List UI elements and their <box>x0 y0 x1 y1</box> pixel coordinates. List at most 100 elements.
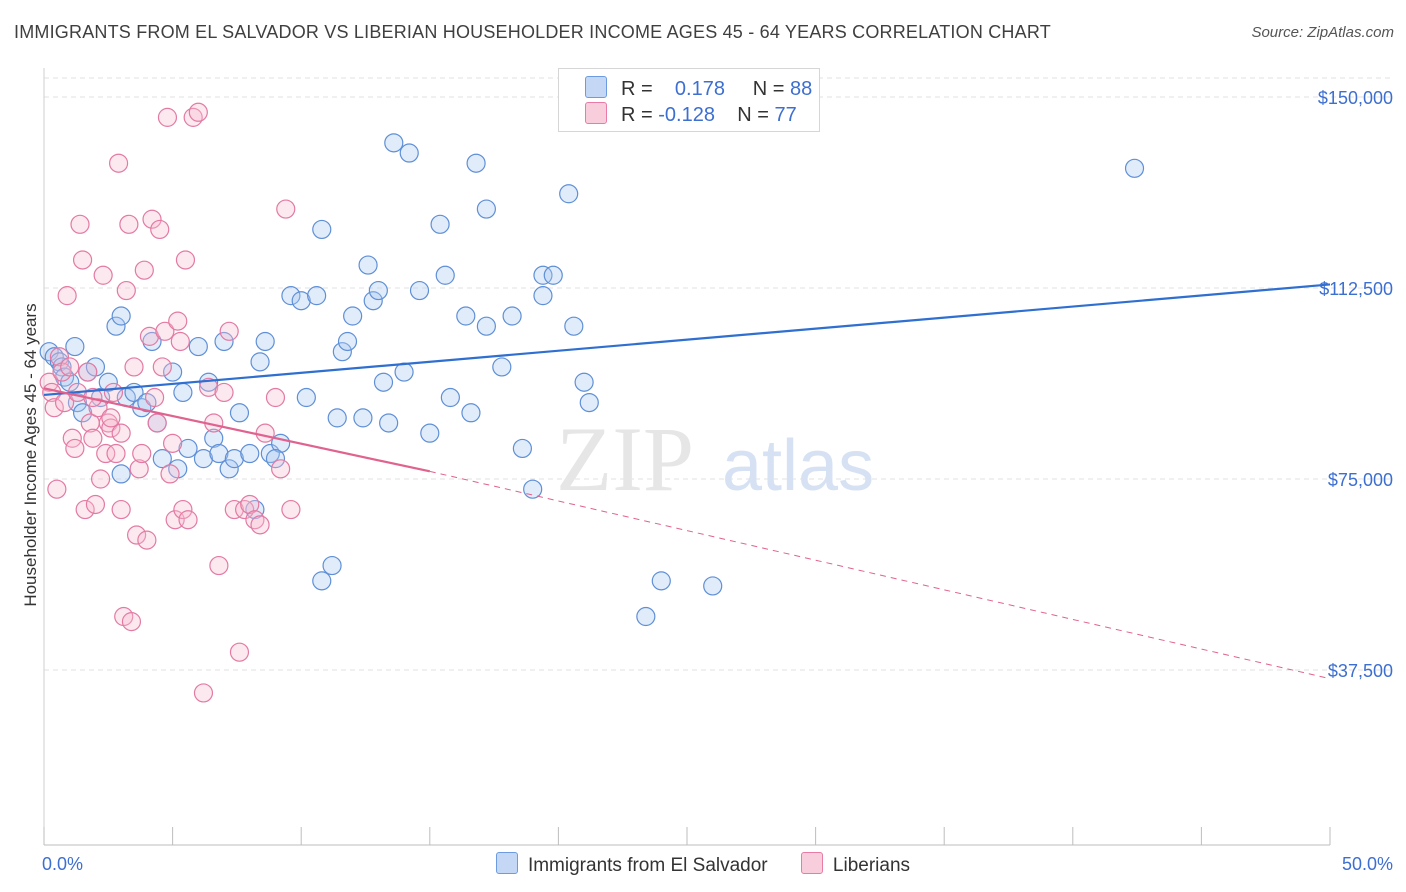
el-salvador-point-31 <box>209 443 229 464</box>
liberians-point-41 <box>144 387 165 408</box>
liberians-point-26 <box>106 443 126 464</box>
liberians-point-22 <box>96 443 116 464</box>
el-salvador-point-57 <box>368 280 388 301</box>
liberians-point-69 <box>255 423 275 443</box>
liberians-point-19 <box>88 398 108 418</box>
liberians-point-33 <box>124 357 144 377</box>
liberians-point-25 <box>103 382 124 403</box>
pink-swatch-icon <box>585 102 607 124</box>
el-salvador-point-71 <box>476 316 496 336</box>
x-tick-label-0: 0.0% <box>42 854 83 874</box>
el-salvador-point-39 <box>255 331 275 352</box>
el-salvador-point-73 <box>492 357 512 377</box>
el-salvador-point-42 <box>265 449 286 469</box>
liberians-point-63 <box>224 499 244 520</box>
liberians-point-28 <box>111 499 131 520</box>
liberians-point-73 <box>281 499 301 520</box>
liberians-point-67 <box>245 510 265 530</box>
el-salvador-point-6 <box>65 336 85 357</box>
trend-line-1 <box>43 387 431 473</box>
liberians-point-53 <box>175 250 196 270</box>
liberians-point-72 <box>276 199 296 219</box>
liberians-point-15 <box>78 362 98 382</box>
liberians-point-76 <box>111 423 131 443</box>
el-salvador-point-27 <box>188 336 208 357</box>
el-salvador-point-83 <box>579 393 599 413</box>
liberians-point-57 <box>193 683 214 703</box>
trend-lines <box>43 283 1331 680</box>
el-salvador-point-81 <box>564 316 584 336</box>
el-salvador-point-64 <box>420 423 440 443</box>
liberians-point-39 <box>139 326 160 346</box>
el-salvador-point-34 <box>224 449 244 469</box>
y-tick-label-2: $75,000 <box>1328 470 1393 490</box>
liberians-point-13 <box>72 250 93 270</box>
el-salvador-point-26 <box>178 438 198 459</box>
el-salvador-point-79 <box>543 265 563 285</box>
y-tick-label-3: $37,500 <box>1328 661 1393 681</box>
watermark: ZIP atlas <box>556 408 874 510</box>
liberians-point-45 <box>155 321 175 341</box>
el-salvador-point-61 <box>394 362 414 382</box>
liberians-point-71 <box>271 459 291 479</box>
liberians-point-32 <box>121 612 142 632</box>
el-salvador-point-66 <box>435 265 455 285</box>
liberians-point-64 <box>229 642 250 662</box>
el-salvador-point-58 <box>373 372 394 392</box>
liberians-point-68 <box>250 515 270 535</box>
el-salvador-point-22 <box>152 449 172 469</box>
y-tick-label-1: $112,500 <box>1319 279 1393 299</box>
el-salvador-point-53 <box>343 306 363 326</box>
series-legend: Immigrants from El Salvador Liberians <box>0 852 1406 877</box>
tick-labels: $150,000 $112,500 $75,000 $37,500 0.0% 50.0% <box>42 88 1393 874</box>
legend-blue-n-value: 88 <box>790 78 813 100</box>
el-salvador-point-59 <box>379 413 399 433</box>
liberians-point-43 <box>150 219 170 240</box>
el-salvador-point-5 <box>60 372 80 392</box>
el-salvador-point-87 <box>1124 158 1145 178</box>
liberians-point-7 <box>57 286 77 306</box>
el-salvador-point-49 <box>322 555 342 576</box>
legend-row-pink: R = -0.128 N = 77 <box>585 102 797 126</box>
el-salvador-point-30 <box>204 428 224 448</box>
liberians-point-40 <box>142 209 162 229</box>
el-salvador-point-45 <box>296 387 316 408</box>
el-salvador-point-28 <box>193 449 214 469</box>
liberians-point-17 <box>83 428 103 448</box>
legend-pink-n-value: 77 <box>774 104 797 126</box>
el-salvador-point-82 <box>574 372 594 392</box>
correlation-legend: R = 0.178 N = 88 R = -0.128 N = 77 <box>558 68 820 132</box>
liberians-point-3 <box>47 479 67 499</box>
el-salvador-point-50 <box>327 408 347 428</box>
liberians-point-50 <box>168 311 188 331</box>
chart-title: IMMIGRANTS FROM EL SALVADOR VS LIBERIAN … <box>14 22 1051 42</box>
liberians-point-14 <box>75 499 95 520</box>
source-label: Source: ZipAtlas.com <box>1251 24 1394 41</box>
y-tick-label-0: $150,000 <box>1318 88 1393 108</box>
el-salvador-point-63 <box>409 280 430 301</box>
liberians-point-23 <box>98 413 118 433</box>
el-salvador-point-4 <box>54 367 75 387</box>
legend-item-el-salvador: Immigrants from El Salvador <box>495 852 768 877</box>
watermark-zip: ZIP <box>556 408 694 510</box>
liberians-point-48 <box>163 433 183 453</box>
legend-blue-r-value: 0.178 <box>674 78 725 100</box>
el-salvador-point-1 <box>44 347 64 367</box>
el-salvador-point-84 <box>636 606 656 627</box>
legend-blue-r-label: R = <box>621 78 653 100</box>
liberians-point-56 <box>188 102 208 122</box>
x-tick-label-1: 50.0% <box>1342 854 1393 874</box>
legend-item-liberians: Liberians <box>800 852 911 877</box>
el-salvador-point-20 <box>142 331 162 352</box>
el-salvador-point-56 <box>363 291 383 311</box>
legend-label-liberians: Liberians <box>832 855 911 876</box>
liberians-point-35 <box>129 459 149 479</box>
liberians-point-27 <box>108 153 129 173</box>
liberians-point-36 <box>132 443 152 464</box>
liberians-point-12 <box>70 214 90 234</box>
liberians-point-21 <box>93 265 113 285</box>
el-salvador-point-14 <box>111 306 131 326</box>
liberians-point-60 <box>209 555 229 576</box>
pink-swatch-icon <box>800 852 823 874</box>
el-salvador-point-23 <box>163 362 183 382</box>
